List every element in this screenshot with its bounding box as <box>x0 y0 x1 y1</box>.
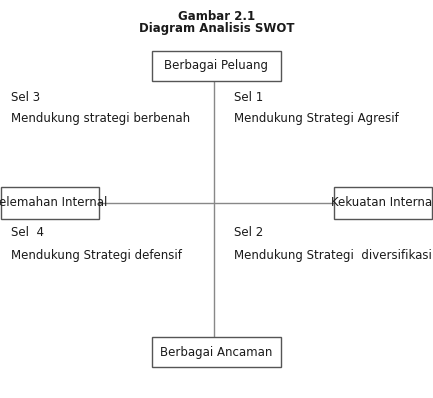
Text: Berbagai Peluang: Berbagai Peluang <box>165 59 268 72</box>
Text: Mendukung Strategi Agresif: Mendukung Strategi Agresif <box>234 112 398 125</box>
Text: Sel 2: Sel 2 <box>234 226 263 239</box>
Text: Berbagai Ancaman: Berbagai Ancaman <box>160 346 273 359</box>
FancyBboxPatch shape <box>152 337 281 367</box>
Text: Gambar 2.1: Gambar 2.1 <box>178 10 255 23</box>
Text: Kelemahan Internal: Kelemahan Internal <box>0 197 107 209</box>
FancyBboxPatch shape <box>1 187 99 219</box>
FancyBboxPatch shape <box>334 187 432 219</box>
Text: Sel  4: Sel 4 <box>11 226 44 239</box>
Text: Kekuatan Internal: Kekuatan Internal <box>331 197 433 209</box>
FancyBboxPatch shape <box>152 51 281 80</box>
Text: Sel 3: Sel 3 <box>11 91 40 104</box>
Text: Sel 1: Sel 1 <box>234 91 263 104</box>
Text: Mendukung Strategi  diversifikasi: Mendukung Strategi diversifikasi <box>234 249 432 262</box>
Text: Mendukung Strategi defensif: Mendukung Strategi defensif <box>11 249 182 262</box>
Text: Diagram Analisis SWOT: Diagram Analisis SWOT <box>139 22 294 35</box>
Text: Mendukung strategi berbenah: Mendukung strategi berbenah <box>11 112 190 125</box>
